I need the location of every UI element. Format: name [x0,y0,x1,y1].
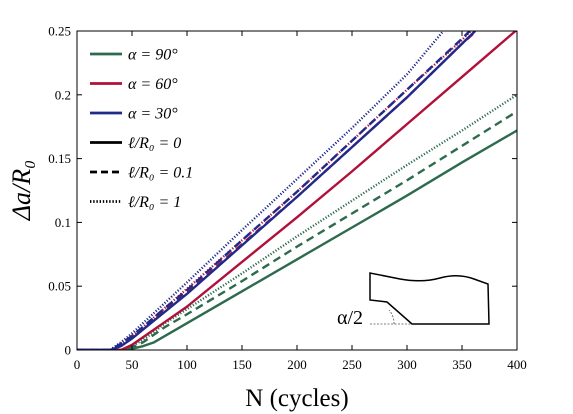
inset-sketch: α/2 [337,272,490,329]
legend-label: α = 60° [128,76,178,93]
y-tick-label: 0.15 [48,151,71,166]
x-axis-label: N (cycles) [245,385,348,412]
legend-label: α = 90° [128,47,178,64]
series-line-alpha-30-l-0 [77,31,477,350]
y-tick-label: 0.2 [55,87,71,102]
y-tick-label: 0 [65,343,72,358]
inset-label: α/2 [337,307,363,329]
y-tick-label: 0.1 [55,215,71,230]
inset-angle-arc [388,309,395,325]
legend-label: ℓ/R₀ = 1 [128,194,181,211]
series-line-alpha-90-l-0 [77,129,517,350]
tick-layer: 0 50 100 150 200 250 300 350 400 0 0.05 0.1 0.15 0.2 0… [48,24,527,373]
series-line-alpha-60-l-0 [77,31,517,350]
x-tick-label: 200 [287,357,307,372]
series-line-alpha-90-l-1 [77,93,517,350]
legend: α = 90° α = 60° α = 30° ℓ/R₀ = 0 ℓ/R₀ = 0.1 ℓ… [90,47,193,211]
y-tick-label: 0.05 [48,279,71,294]
x-tick-label: 150 [232,357,252,372]
y-tick-label: 0.25 [48,24,71,39]
x-tick-label: 300 [397,357,417,372]
inset-shape [369,272,490,325]
series-line-alpha-30-l-1 [77,31,445,350]
x-tick-label: 50 [126,357,139,372]
x-tick-label: 400 [507,357,527,372]
x-tick-label: 350 [452,357,472,372]
x-tick-label: 100 [177,357,197,372]
legend-label: ℓ/R₀ = 0.1 [128,165,193,182]
y-axis-label: Δa/R₀ [7,160,36,221]
x-tick-label: 0 [74,357,81,372]
x-tick-label: 250 [342,357,362,372]
legend-label: α = 30° [128,106,178,123]
legend-label: ℓ/R₀ = 0 [128,135,181,152]
